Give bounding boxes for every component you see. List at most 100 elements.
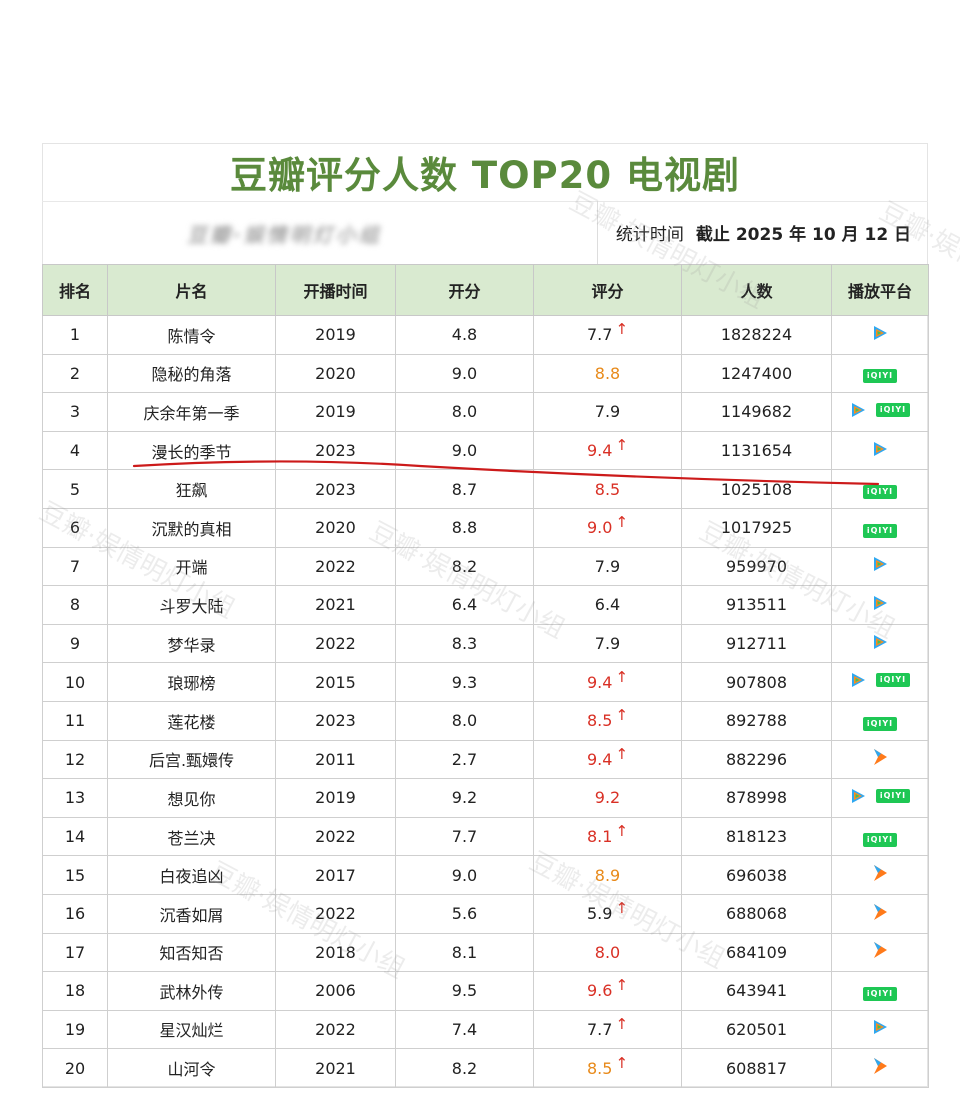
score-cell: 9.0 ↑ [533,507,682,548]
table-row: 16 沉香如屑 2022 5.6 5.9 ↑ 688068 [42,893,929,934]
table-row: 2 隐秘的角落 2020 9.0 8.8 1247400 iQIYI [42,353,929,394]
platform-cell [831,1009,929,1050]
tencent-video-icon [872,595,888,611]
count-cell: 892788 [681,700,832,741]
iqiyi-icon: iQIYI [862,986,898,1001]
platform-cell [831,1048,929,1088]
title-cell: 沉香如屑 [107,893,276,934]
platform-cell: iQIYI [831,816,929,857]
open-score-cell: 9.3 [395,662,534,702]
platform-cell: iQIYI [831,662,929,702]
score-cell: 8.1 ↑ [533,816,682,857]
platform-cell: iQIYI [831,353,929,394]
arrow-up-icon: ↑ [615,899,629,918]
header-title: 片名 [107,264,276,316]
score-cell: 8.8 [533,353,682,394]
rank-cell: 19 [42,1009,108,1050]
open-score-cell: 8.1 [395,932,534,973]
score-value: 8.1 [586,827,613,847]
rank-cell: 18 [42,971,108,1011]
tencent-video-icon [850,788,866,804]
table-row: 14 苍兰决 2022 7.7 8.1 ↑ 818123 iQIYI [42,816,929,857]
tencent-video-icon [872,634,888,650]
score-value: 7.7 [586,325,613,345]
tencent-video-icon [850,672,866,688]
stat-time-value: 截止 2025 年 10 月 12 日 [695,225,912,245]
rank-cell: 4 [42,430,108,471]
open-score-cell: 8.2 [395,546,534,587]
score-cell: 5.9 ↑ [533,893,682,934]
score-cell: 8.5 [533,469,682,509]
rank-cell: 3 [42,392,108,432]
title-cell: 武林外传 [107,971,276,1011]
score-cell: 8.0 [533,932,682,973]
rank-cell: 7 [42,546,108,587]
open-score-cell: 8.0 [395,392,534,432]
info-row: 豆瓣·娱情明灯小组 统计时间 截止 2025 年 10 月 12 日 [42,201,928,265]
table-row: 4 漫长的季节 2023 9.0 9.4 ↑ 1131654 [42,430,929,471]
title-cell: 开端 [107,546,276,587]
table-row: 6 沉默的真相 2020 8.8 9.0 ↑ 1017925 iQIYI [42,507,929,548]
blurred-watermark-text: 豆瓣·娱情明灯小组 [187,223,382,247]
score-cell: 9.6 ↑ [533,971,682,1011]
arrow-up-icon: ↑ [615,667,629,686]
iqiyi-icon: iQIYI [875,788,911,803]
count-cell: 907808 [681,662,832,702]
tencent-video-icon [872,441,888,457]
score-cell: 9.4 ↑ [533,662,682,702]
title-cell: 星汉灿烂 [107,1009,276,1050]
open-score-cell: 7.4 [395,1009,534,1050]
platform-cell [831,623,929,664]
table-row: 10 琅琊榜 2015 9.3 9.4 ↑ 907808 iQIYI [42,662,929,702]
platform-cell [831,585,929,625]
open-score-cell: 8.0 [395,700,534,741]
premiere-cell: 2022 [275,893,396,934]
premiere-cell: 2017 [275,855,396,895]
platform-cell: iQIYI [831,469,929,509]
platform-cell [831,855,929,895]
rank-cell: 10 [42,662,108,702]
header-count: 人数 [681,264,832,316]
platform-cell: iQIYI [831,507,929,548]
premiere-cell: 2022 [275,1009,396,1050]
count-cell: 620501 [681,1009,832,1050]
platform-cell [831,893,929,934]
open-score-cell: 8.8 [395,507,534,548]
score-cell: 8.5 ↑ [533,1048,682,1088]
table-row: 17 知否知否 2018 8.1 8.0 684109 [42,932,929,973]
count-cell: 882296 [681,739,832,780]
platform-cell: iQIYI [831,392,929,432]
iqiyi-icon: iQIYI [862,523,898,538]
score-value: 9.6 [586,981,613,1001]
platform-cell [831,546,929,587]
mango-tv-icon [871,748,889,766]
rank-cell: 15 [42,855,108,895]
premiere-cell: 2015 [275,662,396,702]
open-score-cell: 8.3 [395,623,534,664]
arrow-up-icon: ↑ [615,1014,629,1033]
table-row: 15 白夜追凶 2017 9.0 8.9 696038 [42,855,929,895]
title-cell: 斗罗大陆 [107,585,276,625]
platform-cell [831,739,929,780]
platform-cell [831,430,929,471]
count-cell: 959970 [681,546,832,587]
page-title: 豆瓣评分人数 TOP20 电视剧 [42,143,928,202]
arrow-up-icon: ↑ [615,822,629,841]
mango-tv-icon [871,941,889,959]
title-cell: 陈情令 [107,315,276,355]
platform-cell: iQIYI [831,971,929,1011]
header-platform: 播放平台 [831,264,929,316]
premiere-cell: 2020 [275,507,396,548]
count-cell: 643941 [681,971,832,1011]
open-score-cell: 9.0 [395,353,534,394]
iqiyi-icon: iQIYI [862,832,898,847]
open-score-cell: 9.0 [395,430,534,471]
count-cell: 1131654 [681,430,832,471]
rank-cell: 13 [42,778,108,818]
score-value: 7.9 [594,556,621,576]
iqiyi-icon: iQIYI [875,402,911,417]
rank-cell: 12 [42,739,108,780]
score-value: 9.4 [586,441,613,461]
arrow-up-icon: ↑ [615,1053,629,1072]
title-cell: 知否知否 [107,932,276,973]
